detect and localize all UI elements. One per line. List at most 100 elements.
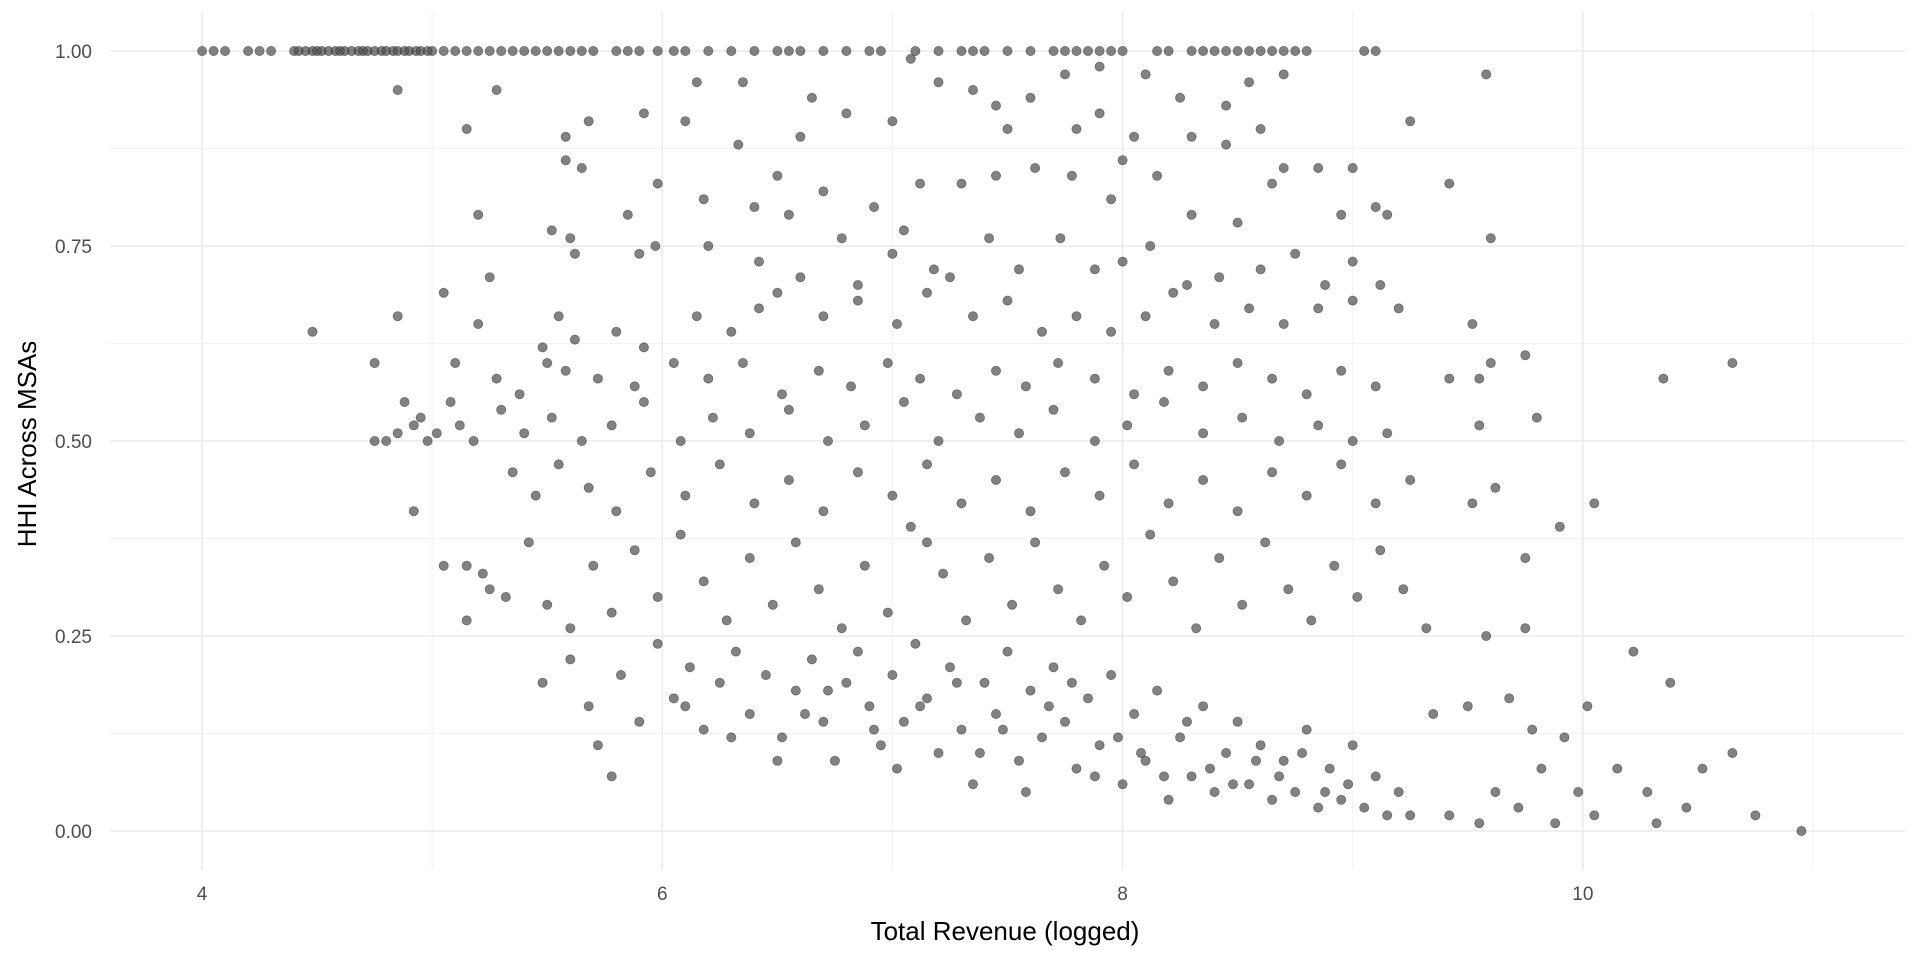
data-point: [1060, 467, 1071, 478]
data-point: [1520, 553, 1531, 564]
data-point: [1002, 124, 1013, 135]
data-point: [915, 373, 926, 384]
data-point: [1002, 295, 1013, 306]
data-point: [638, 108, 649, 119]
data-point: [1198, 701, 1209, 712]
data-point: [869, 724, 880, 735]
data-point: [1347, 162, 1358, 173]
data-point: [1214, 272, 1225, 283]
data-point: [800, 709, 811, 720]
data-point: [933, 435, 944, 446]
data-point: [519, 428, 530, 439]
data-point: [484, 272, 495, 283]
data-point: [560, 131, 571, 142]
data-point: [961, 615, 972, 626]
data-point: [1129, 389, 1140, 400]
data-point: [1025, 46, 1036, 57]
data-point: [707, 412, 718, 423]
data-point: [606, 420, 617, 431]
data-point: [243, 46, 254, 57]
data-point: [818, 311, 829, 322]
data-point: [1209, 787, 1220, 798]
data-point: [1490, 787, 1501, 798]
data-point: [864, 701, 875, 712]
data-point: [698, 576, 709, 587]
data-point: [1025, 685, 1036, 696]
data-point: [1060, 46, 1071, 57]
data-point: [726, 326, 737, 337]
data-point: [1060, 69, 1071, 80]
data-point: [537, 677, 548, 688]
data-point: [933, 748, 944, 759]
data-point: [542, 599, 553, 610]
data-point: [1106, 670, 1117, 681]
data-point: [956, 178, 967, 189]
data-point: [1221, 100, 1232, 111]
data-point: [634, 716, 645, 727]
data-point: [1658, 373, 1669, 384]
data-point: [431, 428, 442, 439]
data-point: [519, 46, 530, 57]
data-point: [1359, 802, 1370, 813]
data-point: [818, 46, 829, 57]
data-point: [473, 209, 484, 220]
data-point: [754, 303, 765, 314]
data-point: [1089, 771, 1100, 782]
data-point: [307, 326, 318, 337]
data-point: [1481, 631, 1492, 642]
data-point: [1228, 779, 1239, 790]
data-point: [1071, 763, 1082, 774]
data-point: [691, 77, 702, 88]
data-point: [1697, 763, 1708, 774]
data-point: [1428, 709, 1439, 720]
data-point: [592, 740, 603, 751]
data-point: [1359, 46, 1370, 57]
data-point: [1490, 482, 1501, 493]
data-point: [638, 396, 649, 407]
data-point: [1140, 311, 1151, 322]
data-point: [1145, 240, 1156, 251]
data-point: [1048, 404, 1059, 415]
data-point: [565, 623, 576, 634]
data-point: [583, 482, 594, 493]
data-point: [806, 654, 817, 665]
data-point: [1370, 381, 1381, 392]
data-point: [408, 506, 419, 517]
data-point: [968, 311, 979, 322]
data-point: [945, 272, 956, 283]
data-point: [922, 459, 933, 470]
data-point: [813, 365, 824, 376]
data-point: [991, 474, 1002, 485]
data-point: [537, 342, 548, 353]
data-point: [1071, 124, 1082, 135]
data-point: [1370, 46, 1381, 57]
data-point: [754, 256, 765, 267]
data-point: [1347, 295, 1358, 306]
data-point: [496, 404, 507, 415]
data-point: [369, 435, 380, 446]
data-point: [392, 85, 403, 96]
data-point: [1002, 46, 1013, 57]
data-point: [875, 46, 886, 57]
data-point: [1255, 264, 1266, 275]
data-point: [721, 615, 732, 626]
data-point: [852, 467, 863, 478]
data-point: [668, 357, 679, 368]
data-point: [496, 46, 507, 57]
data-point: [1370, 201, 1381, 212]
data-point: [1297, 748, 1308, 759]
data-point: [1140, 69, 1151, 80]
data-point: [1352, 592, 1363, 603]
data-point: [1336, 209, 1347, 220]
data-point: [1122, 420, 1133, 431]
data-point: [1163, 794, 1174, 805]
data-point: [1267, 373, 1278, 384]
data-point: [1324, 763, 1335, 774]
data-point: [1117, 779, 1128, 790]
data-point: [1320, 787, 1331, 798]
data-point: [438, 287, 449, 298]
data-point: [1237, 599, 1248, 610]
data-point: [1536, 763, 1547, 774]
data-point: [1474, 420, 1485, 431]
data-point: [841, 108, 852, 119]
